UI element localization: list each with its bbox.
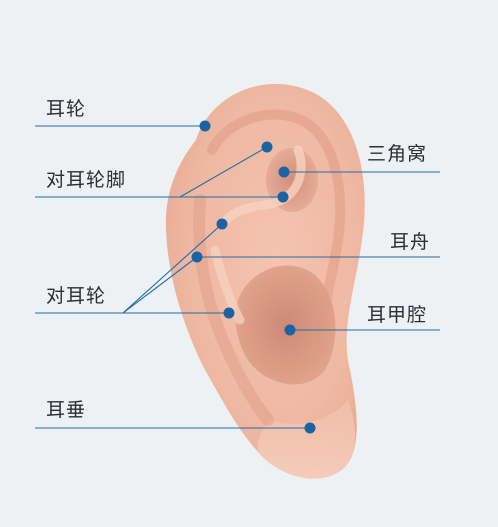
label-antihelix: 对耳轮 (46, 285, 107, 307)
antihelix-ridge-lower (210, 245, 245, 325)
cavum-conchae-shape (235, 265, 336, 385)
label-earlobe: 耳垂 (46, 399, 87, 421)
marker-antihelix-lower (223, 307, 235, 319)
earlobe-shape (257, 400, 355, 479)
marker-earlobe (304, 422, 316, 434)
marker-crura-upper (261, 141, 273, 153)
label-scapha: 耳舟 (390, 231, 431, 253)
marker-antihelix-upper (216, 218, 228, 230)
marker-scapha (191, 251, 203, 263)
leader-line-antihelix-diag-2 (122, 256, 198, 314)
marker-cavum-conchae (284, 324, 296, 336)
label-crura-of-antihelix: 对耳轮脚 (46, 169, 127, 191)
scapha-groove (193, 194, 274, 426)
marker-crura-lower (277, 191, 289, 203)
leader-line-crura-to-fossa (179, 146, 268, 198)
marker-helix (199, 120, 211, 132)
label-cavum-conchae: 耳甲腔 (367, 304, 428, 326)
label-triangular-fossa: 三角窝 (367, 143, 428, 165)
leader-line-antihelix-diag-1 (122, 223, 223, 314)
marker-triangular-fossa (278, 166, 290, 178)
label-helix: 耳轮 (46, 98, 87, 120)
